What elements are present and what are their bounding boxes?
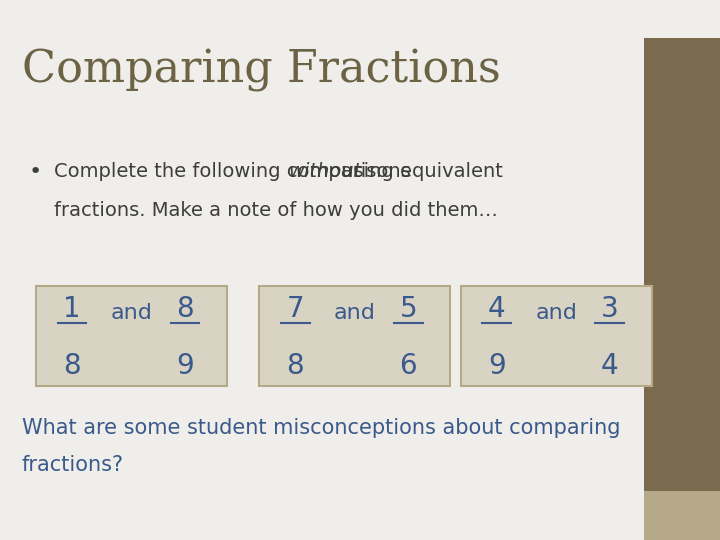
Text: fractions. Make a note of how you did them…: fractions. Make a note of how you did th… bbox=[54, 201, 498, 220]
Text: fractions?: fractions? bbox=[22, 455, 124, 475]
FancyBboxPatch shape bbox=[461, 286, 652, 386]
FancyBboxPatch shape bbox=[259, 286, 450, 386]
Bar bbox=[644, 491, 720, 540]
Text: 5: 5 bbox=[400, 295, 417, 322]
Text: Comparing Fractions: Comparing Fractions bbox=[22, 49, 500, 92]
Text: 8: 8 bbox=[63, 353, 81, 380]
Text: Complete the following comparisons: Complete the following comparisons bbox=[54, 162, 417, 181]
Text: 4: 4 bbox=[601, 353, 618, 380]
Text: 3: 3 bbox=[601, 295, 618, 322]
Text: 4: 4 bbox=[488, 295, 505, 322]
Text: 9: 9 bbox=[488, 353, 505, 380]
FancyBboxPatch shape bbox=[36, 286, 227, 386]
Text: 8: 8 bbox=[287, 353, 304, 380]
Text: 7: 7 bbox=[287, 295, 304, 322]
Text: using equivalent: using equivalent bbox=[336, 162, 503, 181]
Bar bbox=[644, 38, 720, 502]
Text: 9: 9 bbox=[176, 353, 194, 380]
Text: and: and bbox=[535, 302, 577, 322]
Text: without: without bbox=[288, 162, 361, 181]
Text: 8: 8 bbox=[176, 295, 194, 322]
Text: and: and bbox=[333, 302, 376, 322]
Text: 1: 1 bbox=[63, 295, 81, 322]
Text: and: and bbox=[110, 302, 153, 322]
Text: What are some student misconceptions about comparing: What are some student misconceptions abo… bbox=[22, 418, 620, 438]
Text: •: • bbox=[29, 162, 42, 182]
Text: 6: 6 bbox=[400, 353, 417, 380]
